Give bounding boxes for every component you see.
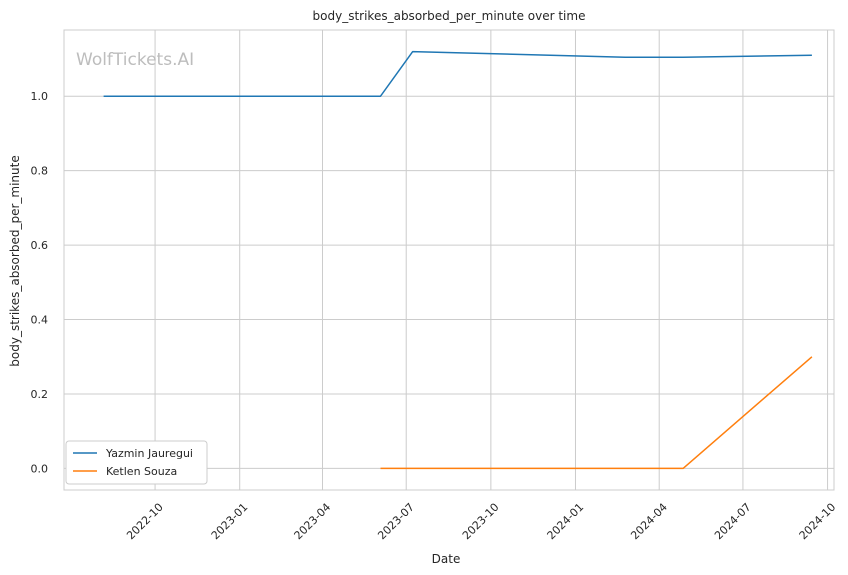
legend-label-ketlen-souza: Ketlen Souza: [106, 465, 177, 478]
series-line-ketlen-souza: [380, 356, 813, 470]
x-tick-label: 2023-04: [292, 501, 334, 543]
series-lines: [103, 50, 813, 470]
series-line-yazmin-jauregui: [103, 50, 812, 97]
x-tick-label: 2023-07: [375, 501, 417, 543]
y-tick-label: 0.6: [31, 239, 49, 252]
y-tick-label: 0.4: [31, 314, 49, 327]
x-tick-label: 2023-01: [209, 501, 251, 543]
x-tick-label: 2024-07: [712, 501, 754, 543]
x-tick-label: 2024-01: [545, 501, 587, 543]
x-tick-labels: 2022-10 2023-01 2023-04 2023-07 2023-10 2024-…: [124, 501, 838, 543]
y-tick-label: 0.2: [31, 388, 49, 401]
chart-title: body_strikes_absorbed_per_minute over ti…: [313, 9, 586, 23]
x-tick-label: 2023-10: [460, 501, 502, 543]
y-tick-label: 0.8: [31, 165, 49, 178]
y-tick-label: 0.0: [31, 462, 49, 475]
x-tick-label: 2022-10: [124, 501, 166, 543]
y-tick-label: 1.0: [31, 90, 49, 103]
x-axis-label: Date: [432, 552, 461, 566]
legend-box: [65, 440, 208, 485]
x-tick-label: 2024-10: [797, 501, 839, 543]
y-gridlines: [64, 95, 834, 469]
legend-label-yazmin-jauregui: Yazmin Jauregui: [105, 447, 193, 460]
y-axis-label: body_strikes_absorbed_per_minute: [8, 155, 22, 366]
x-tick-label: 2024-04: [628, 501, 670, 543]
watermark-text: WolfTickets.AI: [76, 50, 194, 70]
plot-area: [63, 29, 835, 491]
y-tick-labels: 0.0 0.2 0.4 0.6 0.8 1.0: [31, 90, 49, 475]
legend: Yazmin Jauregui Ketlen Souza: [65, 440, 208, 485]
x-gridlines: [154, 30, 829, 490]
